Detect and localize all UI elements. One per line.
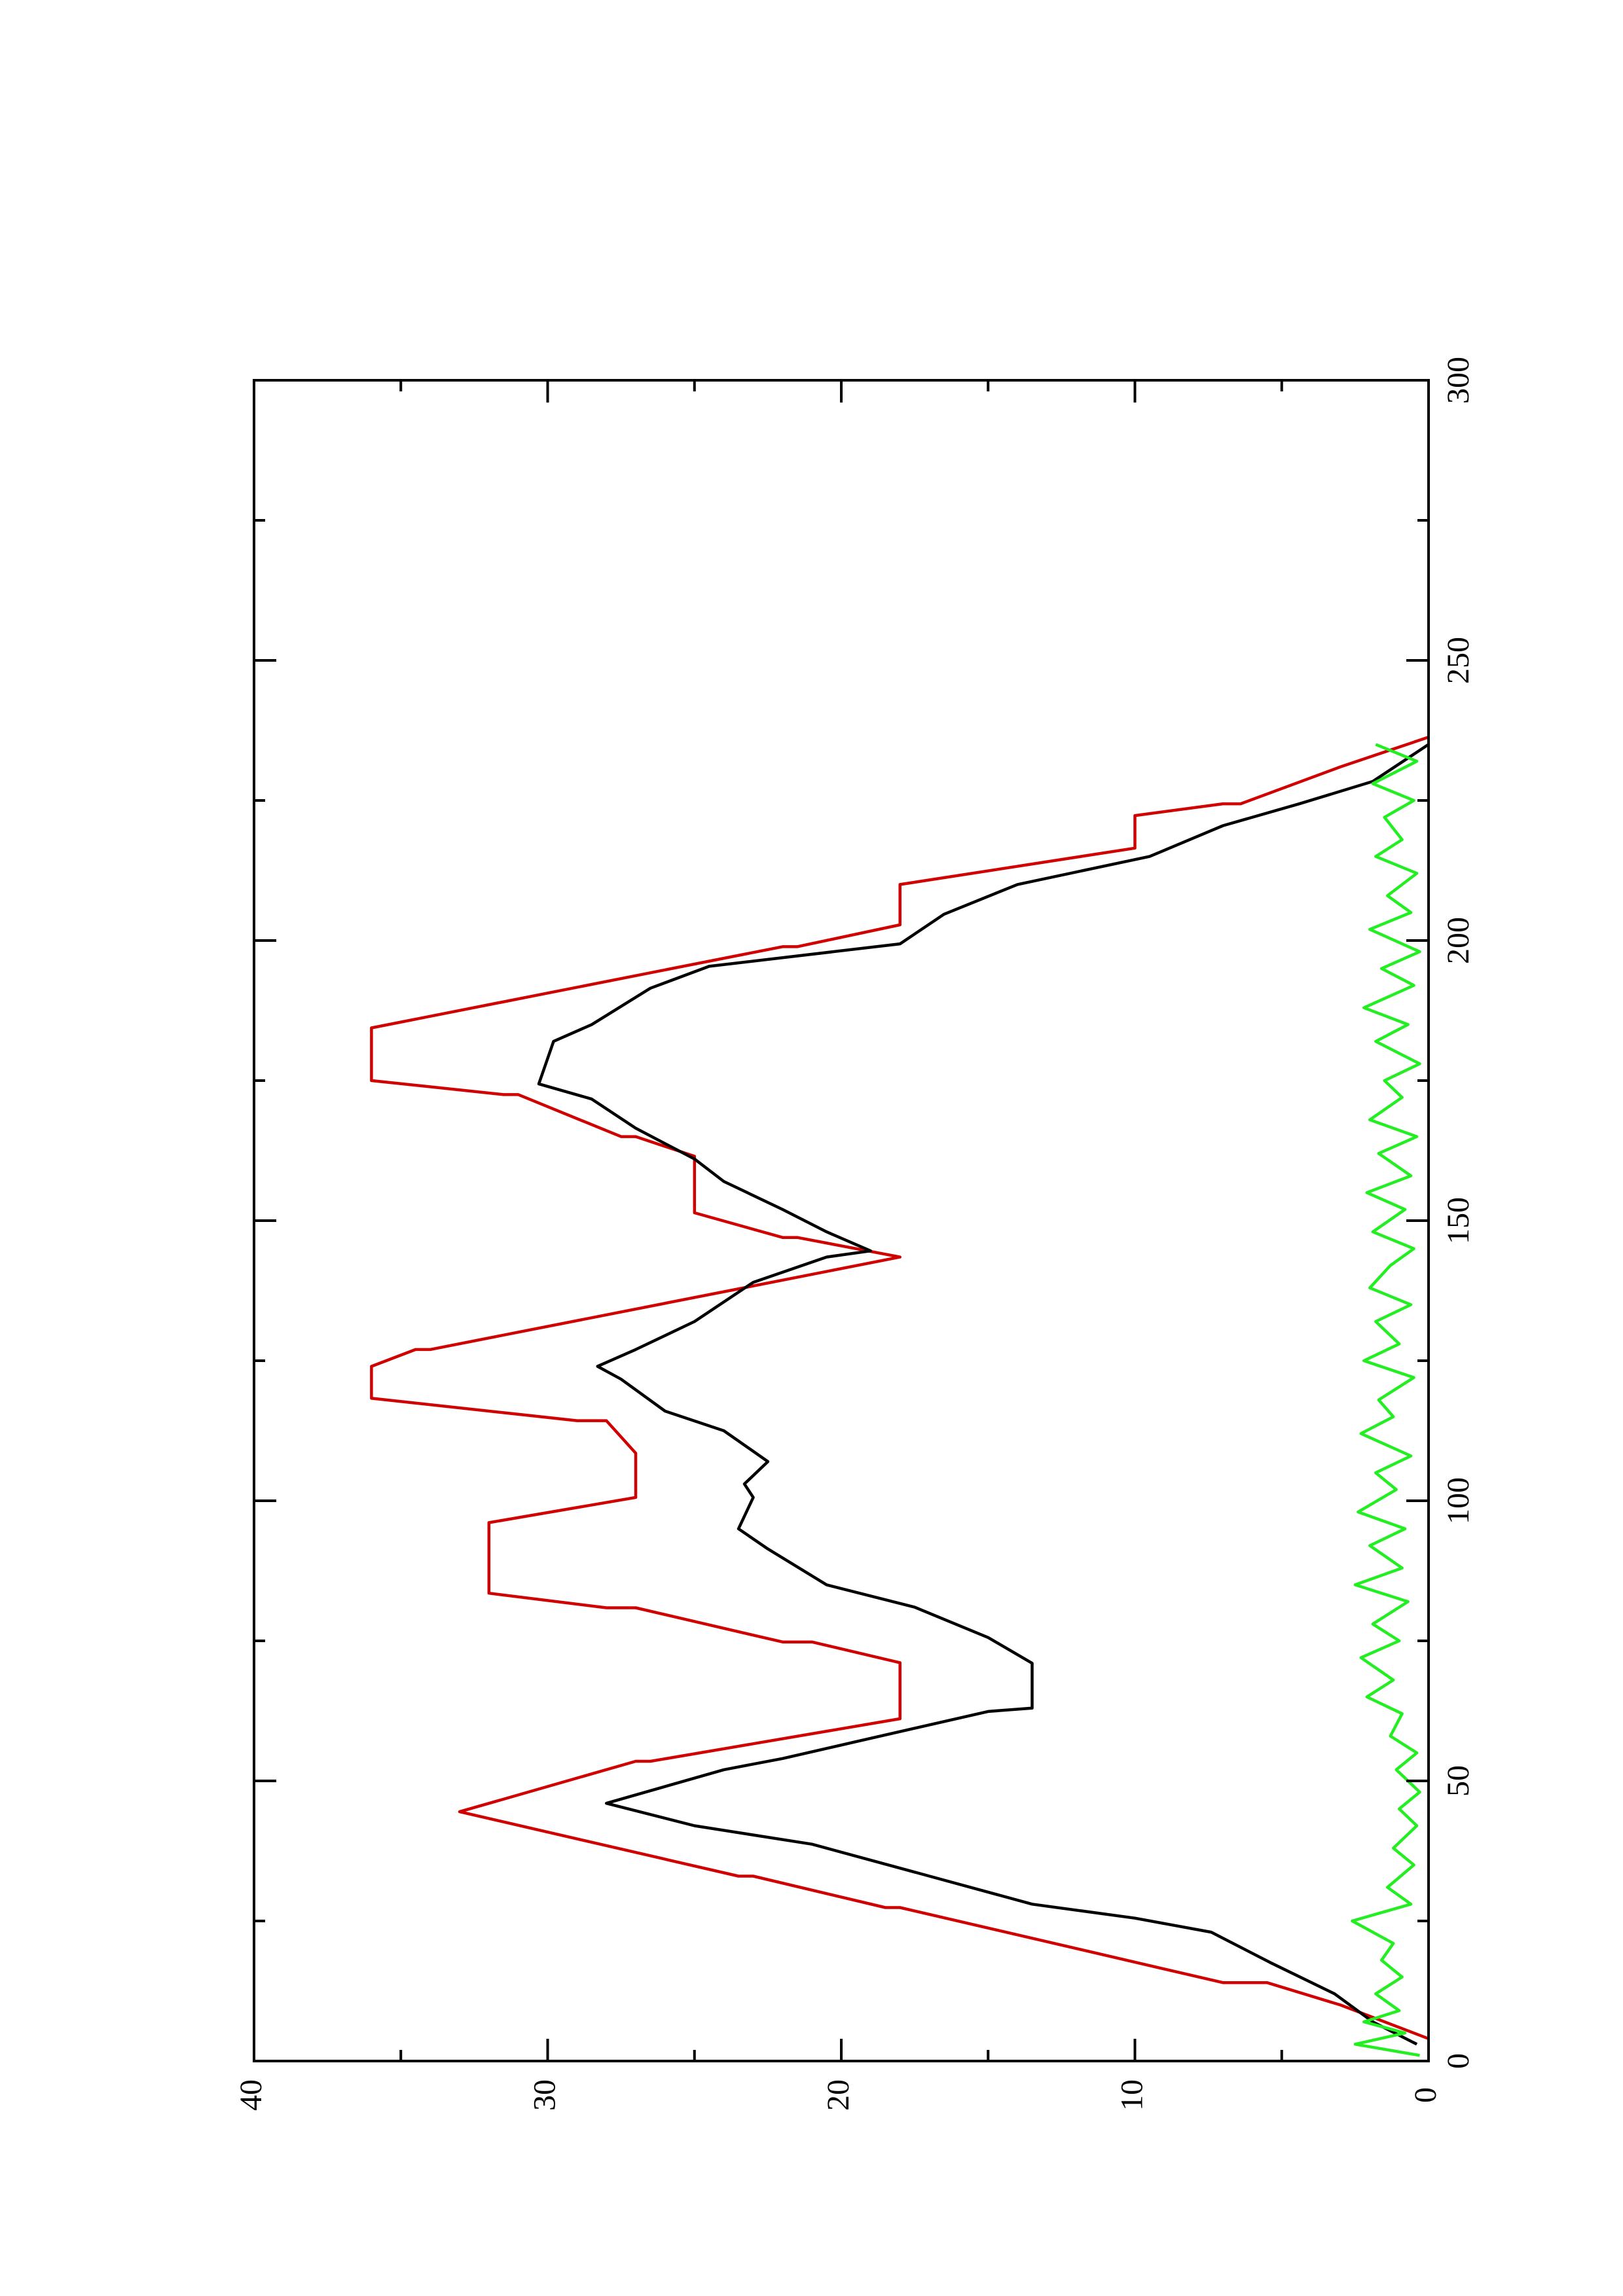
- y-tick-label: 10: [1115, 2079, 1150, 2111]
- x-tick-label: 0: [1441, 2053, 1476, 2069]
- x-tick-label: 100: [1441, 1477, 1476, 1524]
- series-line: [537, 743, 1430, 2046]
- y-tick-label: 30: [528, 2079, 562, 2111]
- series-line: [370, 736, 1429, 2040]
- x-tick-label: 150: [1441, 1197, 1476, 1244]
- y-tick-label: 20: [821, 2079, 856, 2111]
- y-tick-label: 40: [234, 2079, 268, 2111]
- series-line: [1351, 743, 1421, 2057]
- y-tick-label: 0: [1408, 2087, 1443, 2103]
- x-tick-label: 250: [1441, 637, 1476, 684]
- x-tick-label: 200: [1441, 917, 1476, 964]
- x-tick-label: 300: [1441, 357, 1476, 404]
- x-tick-label: 50: [1441, 1765, 1476, 1797]
